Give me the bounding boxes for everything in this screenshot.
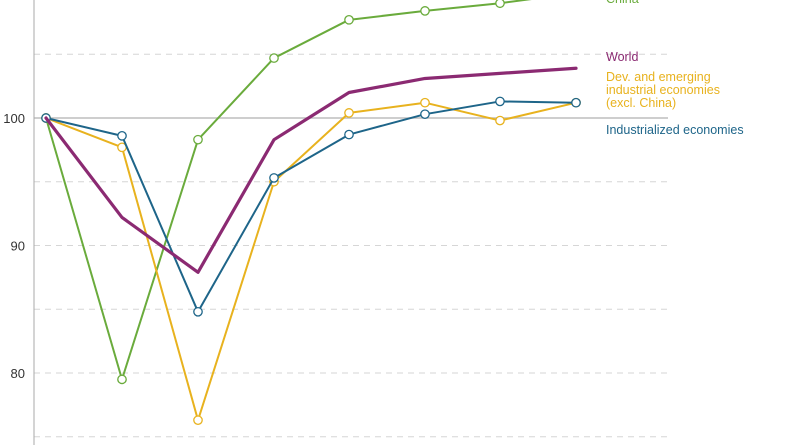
data-point <box>117 374 127 385</box>
series-line <box>45 0 532 381</box>
data-point <box>420 97 430 108</box>
series-0 <box>41 0 532 385</box>
series-line <box>45 101 577 422</box>
y-tick-label: 80 <box>11 366 25 381</box>
data-point <box>269 173 279 183</box>
data-point <box>344 129 354 140</box>
data-point <box>344 14 354 25</box>
series-label: industrial economies <box>606 83 720 97</box>
y-axis-ticks: 80 90 100 <box>3 111 25 381</box>
series-label: Dev. and emerging <box>606 70 711 84</box>
series-label: Industrialized economies <box>606 123 744 137</box>
data-point <box>420 109 430 120</box>
data-point <box>193 306 203 317</box>
series-group <box>41 0 581 426</box>
y-tick-label: 100 <box>3 111 25 126</box>
data-point <box>269 53 279 63</box>
data-point <box>571 97 581 108</box>
data-point <box>495 0 505 9</box>
series-label: China <box>606 0 639 6</box>
grid-lines <box>34 53 668 438</box>
series-line <box>44 66 578 274</box>
data-point <box>193 415 203 426</box>
data-point <box>420 6 430 16</box>
series-3 <box>41 96 581 317</box>
data-point <box>495 96 505 107</box>
series-line <box>45 100 577 313</box>
series-label: World <box>606 50 638 64</box>
data-point <box>117 131 127 141</box>
series-1 <box>44 66 578 274</box>
data-point <box>495 115 505 126</box>
series-label: (excl. China) <box>606 96 676 110</box>
y-tick-label: 90 <box>11 239 25 254</box>
data-point <box>193 134 203 145</box>
data-point <box>344 108 354 118</box>
